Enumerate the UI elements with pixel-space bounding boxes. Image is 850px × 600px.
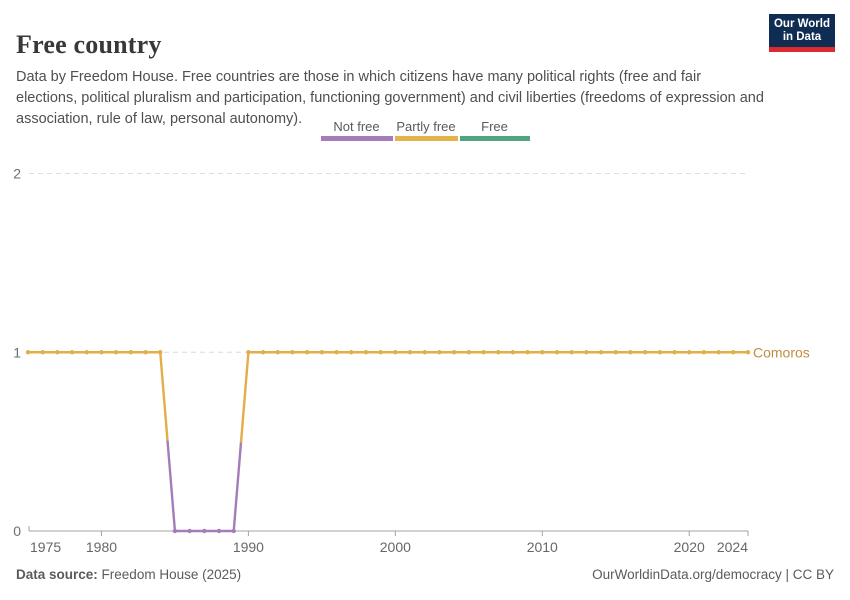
data-point [246, 350, 251, 355]
data-point [554, 350, 560, 355]
data-point [628, 350, 633, 355]
data-point [69, 350, 75, 355]
data-point [363, 350, 369, 355]
entity-label[interactable]: Comoros [753, 344, 810, 360]
data-point [55, 350, 60, 355]
data-point [216, 528, 222, 534]
data-point [378, 350, 383, 355]
legend-swatch-partly-free [394, 136, 458, 141]
series-segment [159, 351, 169, 443]
y-tick-label: 1 [13, 344, 21, 360]
owid-logo-line2: in Data [782, 30, 822, 43]
data-point [172, 528, 178, 534]
data-point [275, 350, 280, 355]
data-point [187, 528, 192, 534]
data-point [290, 350, 295, 355]
legend-label: Free [481, 119, 508, 134]
x-tick-label: 2000 [380, 539, 411, 555]
category-legend: Not free Partly free Free [0, 119, 850, 141]
page-title: Free country [16, 30, 162, 60]
owid-logo-line1: Our World [773, 17, 830, 30]
x-tick-label: 1975 [30, 539, 61, 555]
data-point [540, 350, 545, 355]
legend-swatch-not-free [320, 136, 393, 141]
data-point [716, 350, 721, 355]
data-point [642, 350, 648, 355]
x-tick-label: 1990 [233, 539, 264, 555]
data-point [231, 528, 236, 534]
data-point [613, 350, 618, 355]
chart-subtitle: Data by Freedom House. Free countries ar… [16, 68, 764, 127]
data-point [349, 350, 354, 355]
data-point [113, 350, 119, 355]
data-point [745, 350, 751, 355]
data-source-note: Data source: Freedom House (2025) [16, 567, 241, 582]
data-source-value: Freedom House (2025) [101, 567, 242, 582]
x-tick-label: 2020 [674, 539, 705, 555]
series-segment [232, 440, 243, 533]
legend-label: Not free [333, 119, 380, 134]
data-point [496, 350, 501, 355]
x-tick-label: 2010 [527, 539, 558, 555]
data-point [466, 350, 472, 355]
legend-item-free[interactable]: Free [459, 119, 530, 141]
data-point [701, 350, 707, 355]
data-point [407, 350, 413, 355]
data-point [304, 350, 310, 355]
legend-swatch-free [459, 136, 530, 141]
legend-item-partly-free[interactable]: Partly free [394, 119, 458, 141]
data-point [525, 350, 530, 355]
data-point [84, 350, 89, 355]
data-point [393, 350, 398, 355]
data-point [657, 350, 663, 355]
data-point [569, 350, 574, 355]
data-source-label: Data source: [16, 567, 98, 582]
data-point [202, 528, 207, 534]
data-point [422, 350, 427, 355]
data-point [687, 350, 692, 355]
data-point [672, 350, 677, 355]
data-point [510, 350, 516, 355]
legend-item-not-free[interactable]: Not free [320, 119, 393, 141]
data-point [25, 350, 31, 355]
data-point [598, 350, 604, 355]
x-tick-label: 2024 [717, 539, 748, 555]
data-point [99, 350, 104, 355]
data-point [319, 350, 325, 355]
data-point [584, 350, 589, 355]
data-point [451, 350, 457, 355]
owid-url-license[interactable]: OurWorldinData.org/democracy | CC BY [592, 567, 834, 582]
data-point [260, 350, 266, 355]
data-point [731, 350, 736, 355]
data-point [481, 350, 486, 355]
data-point [437, 350, 442, 355]
data-point [143, 350, 148, 355]
chart-footer: Data source: Freedom House (2025) OurWor… [16, 567, 834, 582]
series-segment [239, 351, 250, 443]
legend-label: Partly free [396, 119, 456, 134]
data-point [40, 350, 45, 355]
data-point [158, 350, 163, 355]
x-tick-label: 1980 [86, 539, 117, 555]
data-point [128, 350, 134, 355]
owid-logo[interactable]: Our World in Data [769, 14, 835, 52]
line-chart-canvas[interactable]: 0 1 2 1975 1980 1990 2000 2010 2020 2024 Comoros [0, 155, 850, 560]
y-tick-label: 0 [13, 523, 21, 539]
data-point [334, 350, 339, 355]
series-segment [166, 440, 177, 533]
y-tick-label: 2 [13, 166, 21, 182]
